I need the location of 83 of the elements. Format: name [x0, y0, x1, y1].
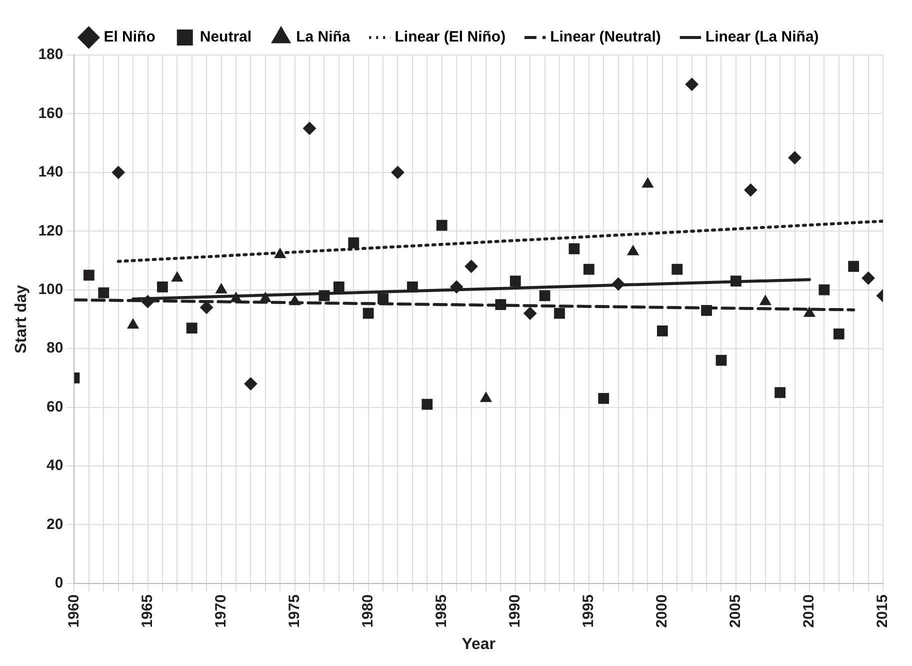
point: [818, 284, 830, 296]
point: [436, 220, 448, 231]
point: [333, 281, 344, 292]
x-tick-label: 1985: [432, 594, 450, 628]
point: [848, 260, 860, 272]
x-tick-label: 1980: [359, 594, 376, 628]
point: [510, 276, 521, 286]
point: [406, 281, 418, 292]
point: [303, 122, 316, 135]
legend-label: Linear (La Niña): [705, 28, 819, 46]
point: [656, 326, 668, 336]
x-tick-label: 2015: [874, 594, 892, 628]
x-tick-label: 1965: [138, 594, 156, 628]
point: [730, 276, 742, 286]
point: [378, 293, 388, 304]
point: [274, 248, 286, 258]
point: [141, 295, 154, 308]
point: [422, 398, 433, 410]
point: [230, 292, 242, 302]
y-axis-title: Start day: [13, 284, 30, 354]
y-tick-label: 40: [46, 457, 64, 474]
point: [348, 237, 360, 248]
legend-label: La Niña: [296, 28, 351, 46]
point: [171, 272, 183, 282]
x-tick-label: 1990: [506, 594, 524, 628]
point: [833, 328, 844, 340]
y-tick-label: 60: [46, 398, 64, 416]
point: [862, 272, 875, 285]
point: [318, 290, 330, 302]
x-tick-label: 1975: [286, 594, 303, 628]
legend-label: Linear (El Niño): [394, 28, 506, 46]
y-tick-label: 0: [54, 574, 64, 592]
point: [774, 387, 786, 398]
point: [127, 318, 139, 329]
point: [112, 166, 125, 179]
point: [598, 393, 610, 404]
point: [760, 295, 772, 306]
point: [788, 151, 802, 164]
point: [289, 295, 300, 306]
point: [495, 299, 506, 310]
point: [362, 308, 374, 319]
point: [672, 264, 683, 275]
point: [186, 322, 198, 334]
point: [744, 184, 758, 197]
point: [583, 264, 594, 275]
point: [612, 277, 625, 290]
y-tick-label: 80: [46, 340, 64, 357]
x-tick-label: 1960: [65, 594, 82, 628]
point: [627, 245, 639, 256]
point: [568, 243, 580, 254]
y-tick-label: 160: [38, 104, 64, 122]
point: [83, 270, 94, 281]
legend-label: Linear (Neutral): [550, 28, 661, 46]
point: [450, 280, 464, 294]
x-tick-label: 2010: [800, 594, 818, 628]
point: [554, 308, 565, 319]
x-axis-title: Year: [462, 636, 496, 653]
y-tick-label: 20: [46, 516, 64, 533]
point: [244, 377, 258, 390]
x-tick-label: 2000: [654, 594, 671, 628]
legend-label: El Niño: [104, 28, 156, 46]
point: [716, 354, 727, 366]
point: [260, 292, 272, 302]
legend-label: Neutral: [200, 28, 252, 46]
y-tick-label: 120: [38, 222, 64, 240]
point: [642, 178, 654, 188]
x-tick-label: 1970: [212, 594, 230, 628]
x-tick-label: 2005: [727, 594, 744, 628]
point: [685, 78, 698, 91]
point: [98, 287, 110, 298]
point: [480, 392, 492, 402]
x-tick-label: 1995: [580, 594, 598, 628]
y-tick-label: 140: [38, 164, 64, 181]
point: [157, 281, 168, 292]
y-tick-label: 100: [38, 281, 64, 298]
point: [391, 166, 404, 179]
point: [524, 306, 537, 320]
point: [701, 304, 712, 316]
point: [216, 283, 227, 294]
point: [804, 306, 816, 317]
y-tick-label: 180: [38, 46, 64, 64]
point: [539, 290, 550, 302]
point: [464, 260, 478, 273]
